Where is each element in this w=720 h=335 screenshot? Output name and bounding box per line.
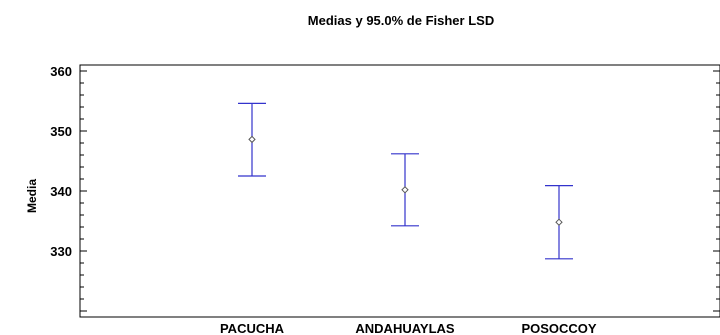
x-axis: PACUCHA ANDAHUAYLAS POSOCCOY [220,321,597,335]
mean-marker [248,135,256,144]
y-tick-label: 340 [50,184,72,199]
plot-frame [79,64,720,318]
y-tick-label: 350 [50,124,72,139]
mean-marker [401,186,409,194]
y-tick-label: 330 [50,244,72,259]
x-category-label: POSOCCOY [521,321,596,335]
chart-title: Medias y 95.0% de Fisher LSD [308,13,494,28]
y-tick-label: 360 [50,64,72,79]
y-axis: 330 340 350 360 [50,64,720,312]
x-category-label: PACUCHA [220,321,285,335]
y-axis-label: Media [25,179,39,213]
error-bar-series [238,102,573,260]
x-category-label: ANDAHUAYLAS [355,321,455,335]
mean-marker [555,218,563,226]
